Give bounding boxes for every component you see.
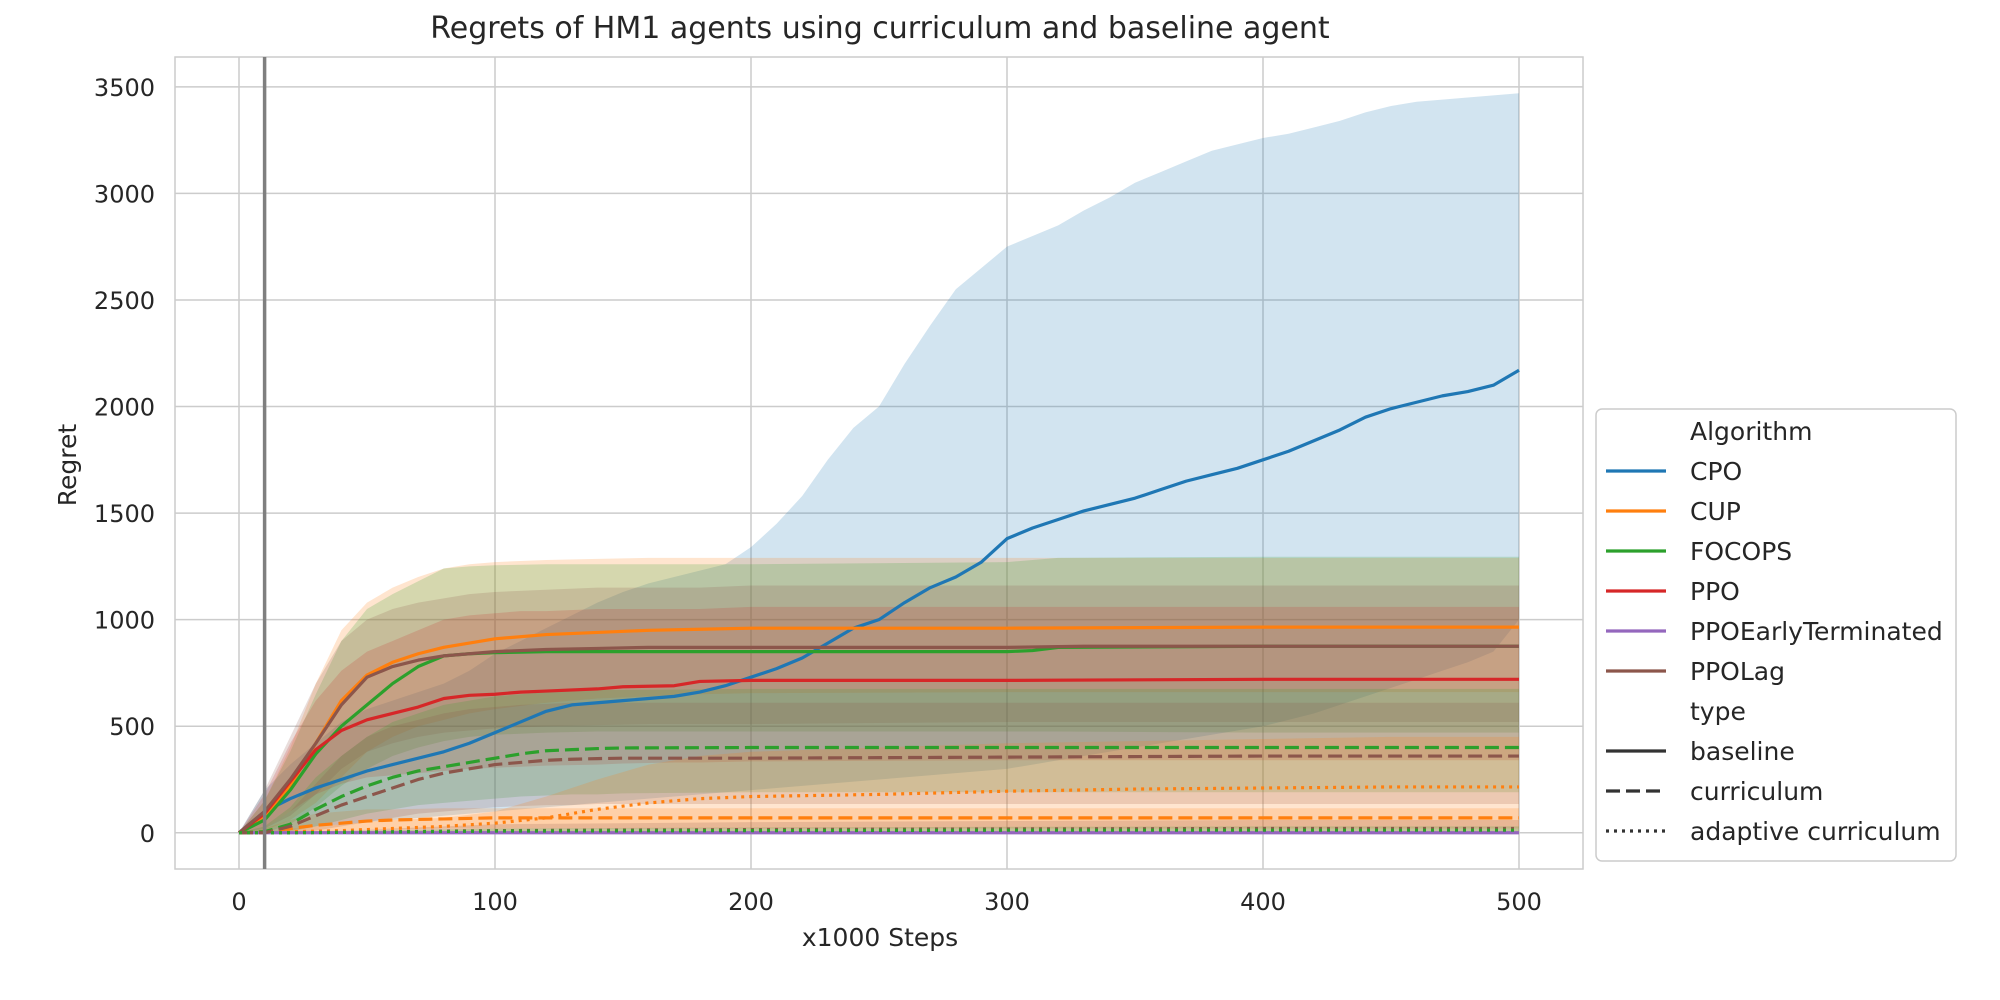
line-cup-curriculum	[238, 816, 1519, 835]
plot-frame	[174, 56, 1584, 870]
series-layer	[237, 57, 1520, 869]
plot-area	[174, 56, 1584, 870]
y-tick-label: 3500	[94, 74, 155, 102]
x-tick-label: 500	[1496, 888, 1542, 916]
line-cpo-baseline	[237, 368, 1520, 834]
legend-label-cup: CUP	[1690, 497, 1741, 526]
line-focops-curriculum	[238, 745, 1519, 835]
line-ppo-baseline	[238, 677, 1519, 835]
legend-label-ppo: PPO	[1690, 577, 1740, 606]
y-tick-label: 1000	[94, 607, 155, 635]
y-tick-label: 1500	[94, 500, 155, 528]
chart-title: Regrets of HM1 agents using curriculum a…	[430, 11, 1330, 46]
y-axis: 0 500 1000 1500 2000 2500 3000 3500	[94, 74, 155, 848]
legend-title-type: type	[1690, 697, 1746, 726]
x-axis: 0 100 200 300 400 500	[231, 888, 1542, 916]
y-tick-label: 2000	[94, 394, 155, 422]
line-cup-adaptive-curriculum	[239, 785, 1519, 835]
line-ppolag-curriculum	[239, 754, 1519, 835]
legend-label-curriculum: curriculum	[1690, 777, 1823, 806]
x-tick-label: 100	[472, 888, 518, 916]
legend-box	[1595, 408, 1957, 862]
legend-label-ppolag: PPOLag	[1690, 657, 1785, 686]
legend-label-adaptive-curriculum: adaptive curriculum	[1690, 817, 1941, 846]
band-ppo-baseline	[239, 606, 1519, 833]
x-tick-label: 300	[984, 888, 1030, 916]
legend-label-ppoearlyterminated: PPOEarlyTerminated	[1690, 617, 1943, 646]
line-ppolag-baseline	[237, 644, 1519, 834]
x-tick-label: 400	[1240, 888, 1286, 916]
legend-label-baseline: baseline	[1690, 737, 1795, 766]
legend-title-algorithm: Algorithm	[1690, 417, 1812, 446]
legend-label-focops: FOCOPS	[1690, 537, 1792, 566]
band-cup-adaptive-curriculum	[239, 736, 1519, 833]
line-focops-adaptive-curriculum	[239, 828, 1519, 835]
x-axis-label: x1000 Steps	[802, 923, 958, 952]
x-tick-label: 200	[728, 888, 774, 916]
y-tick-label: 2500	[94, 287, 155, 315]
x-tick-label: 0	[231, 888, 246, 916]
legend: Algorithm CPO CUP FOCOPS PPO PPOEarlyTerminat…	[1595, 408, 1957, 862]
y-tick-label: 0	[140, 820, 155, 848]
band-ppolag-curriculum	[239, 702, 1519, 833]
y-axis-label: Regret	[53, 424, 82, 507]
y-tick-label: 500	[109, 713, 155, 741]
legend-label-cpo: CPO	[1690, 457, 1742, 486]
band-focops-curriculum	[239, 688, 1519, 833]
y-tick-label: 3000	[94, 180, 155, 208]
